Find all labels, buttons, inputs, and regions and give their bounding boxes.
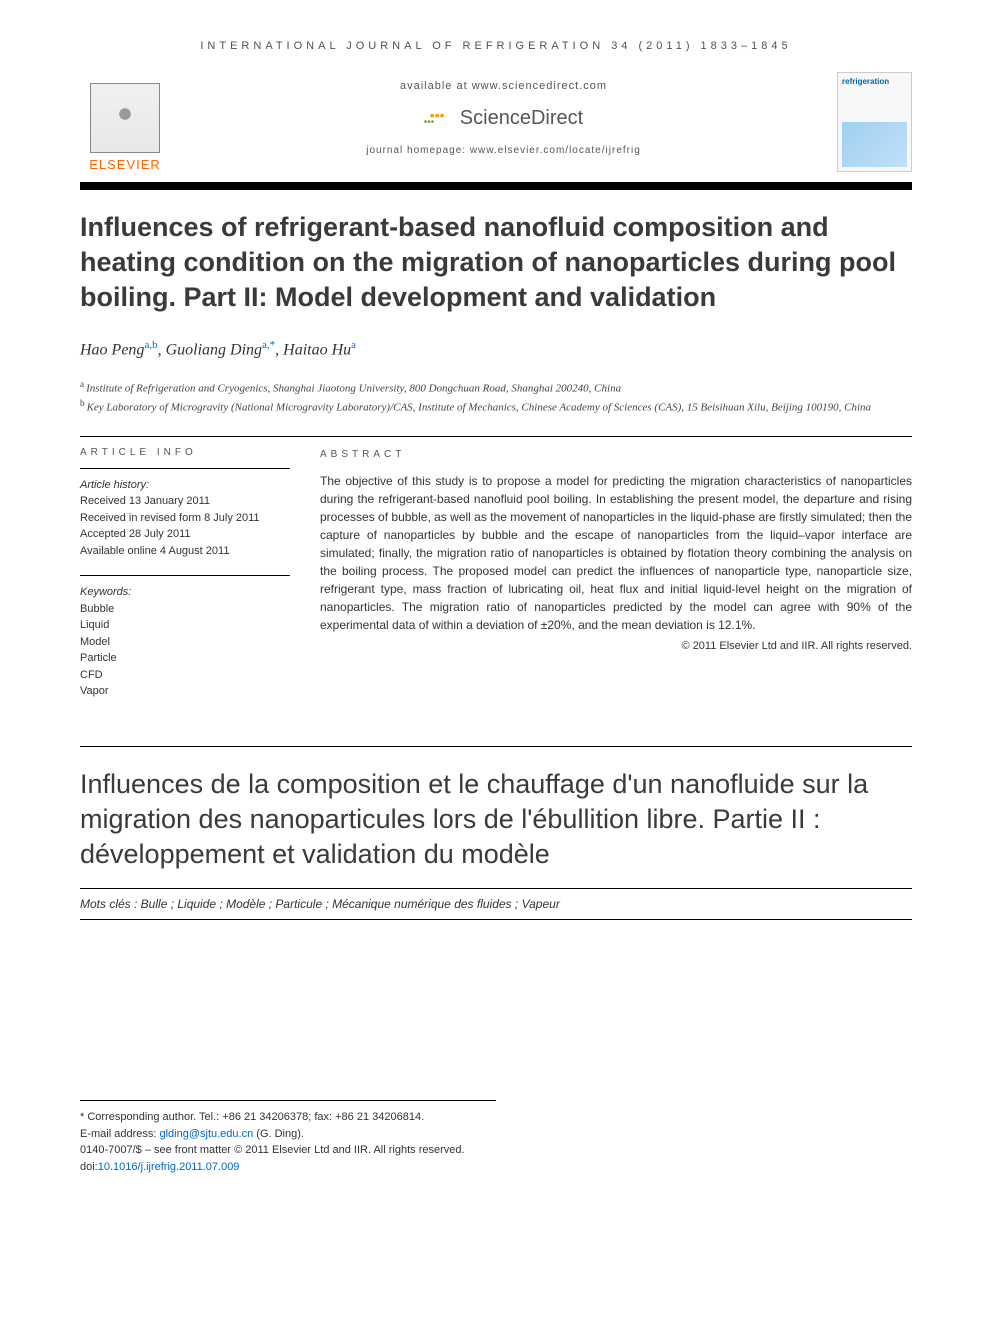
article-history-block: Article history: Received 13 January 201… [80,468,290,560]
publisher-center: available at www.sciencedirect.com Scien… [190,72,817,156]
affiliations-block: aInstitute of Refrigeration and Cryogeni… [80,378,912,416]
affiliation-line: bKey Laboratory of Microgravity (Nationa… [80,397,912,416]
sciencedirect-dots-icon [424,109,454,129]
article-info-header: ARTICLE INFO [80,447,290,458]
cover-title: refrigeration [842,77,907,86]
author-affil-sup[interactable]: a,* [262,339,275,351]
received-date: Received 13 January 2011 [80,493,290,510]
keyword: Liquid [80,617,290,634]
keyword: Model [80,634,290,651]
issn-line: 0140-7007/$ – see front matter © 2011 El… [80,1142,912,1159]
corresponding-author-footer: * Corresponding author. Tel.: +86 21 342… [80,1100,496,1142]
journal-homepage-text: journal homepage: www.elsevier.com/locat… [190,145,817,156]
corresponding-line: * Corresponding author. Tel.: +86 21 342… [80,1109,496,1126]
doi-line: doi:10.1016/j.ijrefrig.2011.07.009 [80,1159,912,1176]
accepted-date: Accepted 28 July 2011 [80,526,290,543]
author-affil-sup[interactable]: a,b [144,339,157,351]
revised-date: Received in revised form 8 July 2011 [80,510,290,527]
author-affil-sup[interactable]: a [351,339,356,351]
author-name: Guoliang Ding [166,342,262,359]
french-title: Influences de la composition et le chauf… [80,767,912,872]
keywords-block: Keywords: Bubble Liquid Model Particle C… [80,575,290,700]
abstract-header: ABSTRACT [320,447,912,462]
elsevier-text: ELSEVIER [89,157,161,172]
history-label: Article history: [80,477,290,494]
journal-cover-thumbnail: refrigeration [837,72,912,172]
full-divider [80,746,912,747]
thin-divider [80,436,912,437]
info-abstract-row: ARTICLE INFO Article history: Received 1… [80,447,912,716]
author-name: Hao Peng [80,342,144,359]
elsevier-logo: ELSEVIER [80,72,170,172]
article-title: Influences of refrigerant-based nanoflui… [80,210,912,315]
french-keywords: Mots clés : Bulle ; Liquide ; Modèle ; P… [80,888,912,920]
authors-line: Hao Penga,b, Guoliang Dinga,*, Haitao Hu… [80,339,912,359]
publisher-row: ELSEVIER available at www.sciencedirect.… [80,72,912,172]
journal-header: INTERNATIONAL JOURNAL OF REFRIGERATION 3… [80,40,912,52]
doi-link[interactable]: 10.1016/j.ijrefrig.2011.07.009 [98,1161,240,1173]
copyright-line: © 2011 Elsevier Ltd and IIR. All rights … [320,638,912,655]
available-at-text: available at www.sciencedirect.com [190,80,817,92]
keyword: Particle [80,650,290,667]
thick-divider [80,182,912,190]
abstract-column: ABSTRACT The objective of this study is … [320,447,912,716]
cover-image-icon [842,122,907,167]
issn-doi-footer: 0140-7007/$ – see front matter © 2011 El… [80,1142,912,1175]
affiliation-line: aInstitute of Refrigeration and Cryogeni… [80,378,912,397]
keyword: CFD [80,667,290,684]
article-info-column: ARTICLE INFO Article history: Received 1… [80,447,290,716]
elsevier-tree-icon [90,83,160,153]
keyword: Vapor [80,683,290,700]
email-line: E-mail address: glding@sjtu.edu.cn (G. D… [80,1126,496,1143]
email-link[interactable]: glding@sjtu.edu.cn [159,1128,253,1140]
abstract-text: The objective of this study is to propos… [320,472,912,634]
online-date: Available online 4 August 2011 [80,543,290,560]
keyword: Bubble [80,601,290,618]
author-name: Haitao Hu [283,342,351,359]
sciencedirect-logo: ScienceDirect [424,107,583,130]
keywords-label: Keywords: [80,584,290,601]
sciencedirect-text: ScienceDirect [460,107,583,130]
